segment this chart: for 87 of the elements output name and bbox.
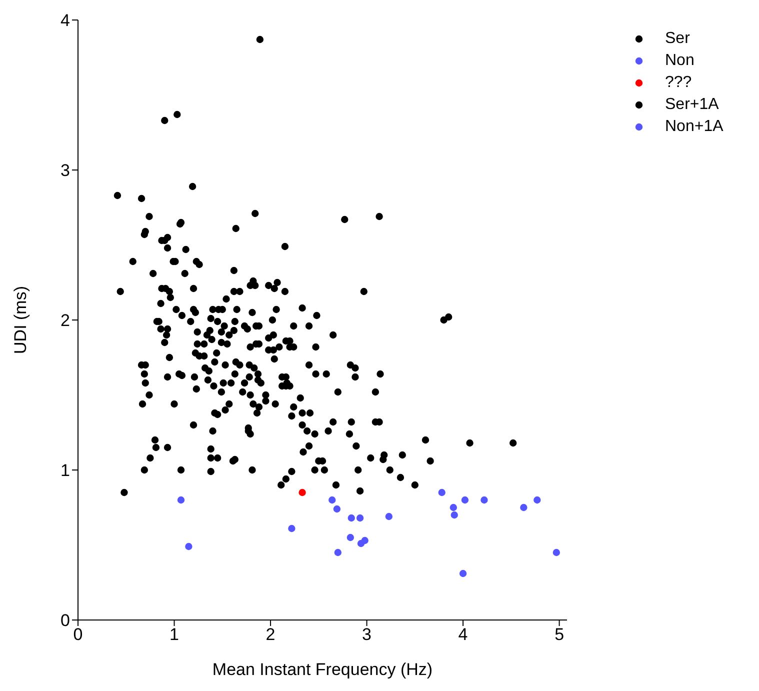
point [312, 343, 320, 351]
point [290, 403, 298, 411]
point [138, 194, 146, 202]
point [114, 192, 122, 200]
point [386, 466, 394, 474]
y-tick-label: 3 [60, 161, 70, 180]
y-tick-label: 2 [60, 311, 70, 330]
point [346, 534, 354, 542]
x-tick-label: 5 [554, 625, 564, 644]
point [466, 439, 474, 447]
point [438, 488, 446, 496]
point [270, 331, 278, 339]
point [253, 409, 261, 417]
point [352, 373, 359, 381]
point [246, 373, 253, 381]
point [157, 325, 164, 333]
point [185, 542, 192, 550]
point [177, 496, 185, 504]
legend-label: Ser [665, 30, 690, 48]
point [264, 282, 272, 290]
y-axis-title: UDI (ms) [11, 286, 30, 354]
point [272, 400, 279, 408]
legend-label: Non [665, 52, 694, 70]
point [222, 361, 229, 369]
point [356, 487, 364, 495]
point [320, 466, 328, 474]
point [509, 439, 517, 447]
point [311, 430, 318, 438]
point [385, 512, 393, 520]
point [312, 370, 320, 378]
point [348, 514, 355, 522]
point [188, 182, 196, 190]
point [298, 304, 306, 312]
point [552, 548, 560, 556]
legend-label: Non+1A [665, 118, 724, 136]
point [214, 318, 222, 326]
y-tick-label: 1 [60, 461, 70, 480]
point [480, 496, 488, 504]
legend-label: ??? [665, 74, 692, 92]
x-tick-label: 1 [170, 625, 179, 644]
x-tick-label: 2 [266, 625, 276, 644]
point [356, 514, 364, 522]
point [209, 427, 216, 435]
point [164, 444, 172, 452]
point [152, 444, 160, 452]
point [170, 400, 178, 408]
point [398, 451, 406, 459]
x-tick-label: 3 [362, 625, 372, 644]
point [329, 418, 337, 426]
point [190, 284, 198, 292]
point [278, 481, 285, 489]
point [352, 442, 360, 450]
point [459, 570, 467, 578]
y-tick-label: 4 [60, 11, 70, 30]
point [376, 212, 383, 220]
point [333, 505, 341, 513]
point [231, 370, 239, 378]
point [298, 488, 306, 496]
point [445, 313, 452, 321]
legend-label: Ser+1A [665, 96, 719, 114]
point [220, 379, 227, 387]
x-axis-title: Mean Instant Frequency (Hz) [212, 660, 433, 679]
point [411, 481, 419, 489]
point [208, 336, 216, 344]
point [461, 496, 469, 504]
point [311, 466, 318, 474]
point [520, 504, 528, 512]
x-tick-label: 0 [73, 625, 83, 644]
point [450, 511, 458, 519]
point [450, 504, 458, 512]
point [288, 524, 296, 532]
point [270, 284, 278, 292]
point [328, 496, 336, 504]
y-tick-label: 0 [60, 611, 70, 630]
x-tick-label: 4 [458, 625, 468, 644]
point [329, 331, 337, 339]
point [334, 548, 342, 556]
point [354, 466, 362, 474]
point [440, 316, 448, 324]
point [422, 436, 430, 444]
point [341, 216, 348, 224]
point [426, 457, 434, 465]
point [534, 496, 541, 504]
point [360, 288, 368, 296]
point [164, 244, 172, 252]
point [268, 316, 276, 324]
point [357, 540, 365, 548]
